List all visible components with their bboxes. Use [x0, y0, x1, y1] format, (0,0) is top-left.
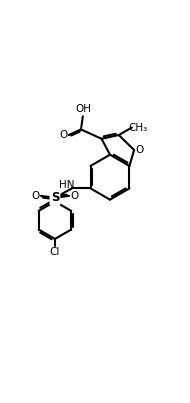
- Text: HN: HN: [59, 180, 75, 190]
- Text: O: O: [59, 130, 67, 140]
- Text: S: S: [51, 191, 59, 204]
- Text: O: O: [136, 145, 144, 155]
- Text: Cl: Cl: [50, 247, 60, 257]
- Text: OH: OH: [76, 104, 92, 114]
- Text: O: O: [70, 191, 79, 201]
- Text: O: O: [31, 191, 39, 201]
- Text: CH₃: CH₃: [129, 123, 148, 133]
